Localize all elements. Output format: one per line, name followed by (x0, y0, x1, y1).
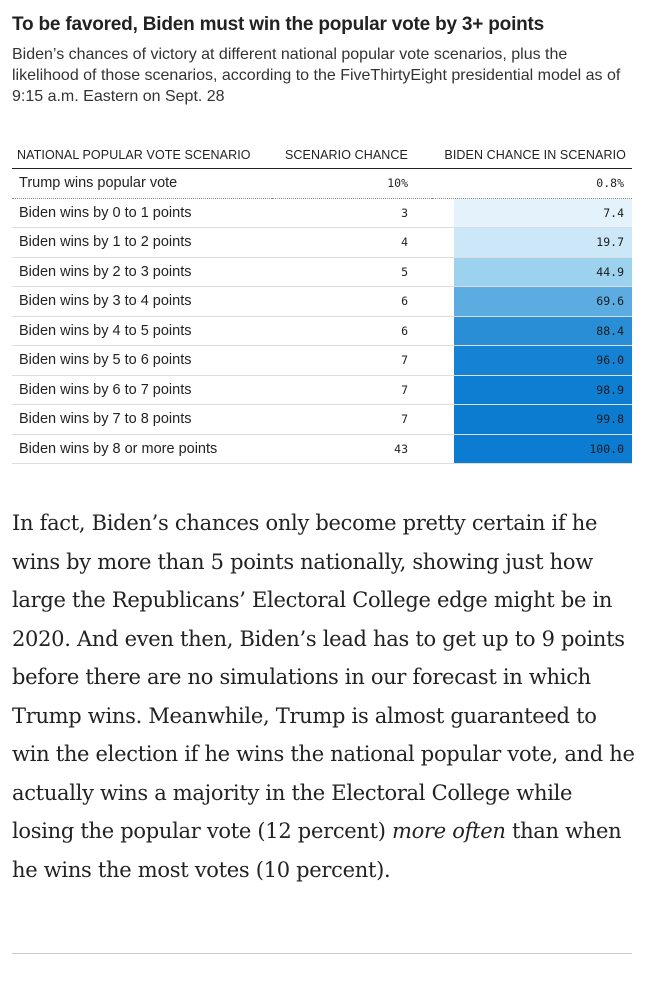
biden-chance-cell: 100.0 (432, 434, 632, 464)
header-biden-chance: BIDEN CHANCE IN SCENARIO (432, 142, 632, 169)
scenario-chance-value: 4 (272, 227, 432, 258)
chart-title: To be favored, Biden must win the popula… (12, 14, 545, 35)
biden-chance-cell: 96.0 (432, 345, 632, 376)
scenario-label: Trump wins popular vote (12, 168, 272, 199)
table-row: Biden wins by 4 to 5 points 6 88.4 (12, 316, 632, 346)
scenario-label: Biden wins by 3 to 4 points (12, 286, 272, 317)
biden-chance-cell: 44.9 (432, 257, 632, 287)
scenario-chance-value: 3 (272, 198, 432, 228)
table-row: Biden wins by 7 to 8 points 7 99.8 (12, 404, 632, 435)
scenario-label: Biden wins by 4 to 5 points (12, 316, 272, 346)
scenario-chance-value: 6 (272, 286, 432, 317)
scenario-chance-value: 6 (272, 316, 432, 346)
table-header-row: NATIONAL POPULAR VOTE SCENARIO SCENARIO … (12, 142, 632, 169)
scenario-label: Biden wins by 0 to 1 points (12, 198, 272, 228)
table-body: Trump wins popular vote 10% 0.8% Biden wins… (12, 168, 632, 464)
article-emphasis: more often (392, 819, 506, 843)
biden-chance-value: 44.9 (454, 257, 632, 286)
biden-chance-cell: 98.9 (432, 375, 632, 405)
table-row: Biden wins by 6 to 7 points 7 98.9 (12, 375, 632, 405)
chart-subtitle: Biden’s chances of victory at different … (12, 46, 621, 105)
scenario-label: Biden wins by 6 to 7 points (12, 375, 272, 405)
scenario-label: Biden wins by 8 or more points (12, 434, 272, 464)
biden-chance-value: 99.8 (454, 405, 632, 434)
scenario-chance-value: 43 (272, 434, 432, 464)
scenario-label: Biden wins by 7 to 8 points (12, 404, 272, 435)
biden-chance-cell: 0.8% (432, 168, 632, 199)
table-row: Trump wins popular vote 10% 0.8% (12, 168, 632, 199)
biden-chance-value: 100.0 (454, 434, 632, 463)
biden-chance-cell: 88.4 (432, 316, 632, 346)
biden-chance-cell: 99.8 (432, 404, 632, 435)
biden-chance-value: 96.0 (454, 346, 632, 375)
table-row: Biden wins by 8 or more points 43 100.0 (12, 434, 632, 464)
scenario-chance-value: 7 (272, 345, 432, 376)
header-scenario: NATIONAL POPULAR VOTE SCENARIO (12, 142, 272, 169)
scenario-table: NATIONAL POPULAR VOTE SCENARIO SCENARIO … (12, 142, 632, 464)
biden-chance-cell: 19.7 (432, 227, 632, 258)
scenario-chance-value: 7 (272, 404, 432, 435)
table-row: Biden wins by 3 to 4 points 6 69.6 (12, 286, 632, 317)
scenario-chance-value: 7 (272, 375, 432, 405)
divider (12, 953, 632, 954)
article-text-part-2: than when he wins the most votes (10 per… (12, 819, 622, 882)
biden-chance-cell: 7.4 (432, 198, 632, 228)
biden-chance-cell: 69.6 (432, 286, 632, 317)
scenario-chance-value: 5 (272, 257, 432, 287)
biden-chance-value: 88.4 (454, 316, 632, 345)
table-row: Biden wins by 5 to 6 points 7 96.0 (12, 345, 632, 376)
biden-chance-value: 69.6 (454, 287, 632, 316)
article-paragraph: In fact, Biden’s chances only become pre… (12, 504, 636, 889)
biden-chance-value: 19.7 (454, 228, 632, 257)
biden-chance-value: 0.8% (596, 176, 624, 190)
scenario-label: Biden wins by 2 to 3 points (12, 257, 272, 287)
header-scenario-chance: SCENARIO CHANCE (272, 142, 432, 169)
scenario-chance-value: 10% (272, 168, 432, 199)
biden-chance-value: 98.9 (454, 375, 632, 404)
table-row: Biden wins by 2 to 3 points 5 44.9 (12, 257, 632, 287)
table-row: Biden wins by 1 to 2 points 4 19.7 (12, 227, 632, 258)
article-text-part-1: In fact, Biden’s chances only become pre… (12, 511, 635, 843)
biden-chance-value: 7.4 (454, 198, 632, 227)
scenario-label: Biden wins by 1 to 2 points (12, 227, 272, 258)
scenario-label: Biden wins by 5 to 6 points (12, 345, 272, 376)
table-row: Biden wins by 0 to 1 points 3 7.4 (12, 198, 632, 228)
